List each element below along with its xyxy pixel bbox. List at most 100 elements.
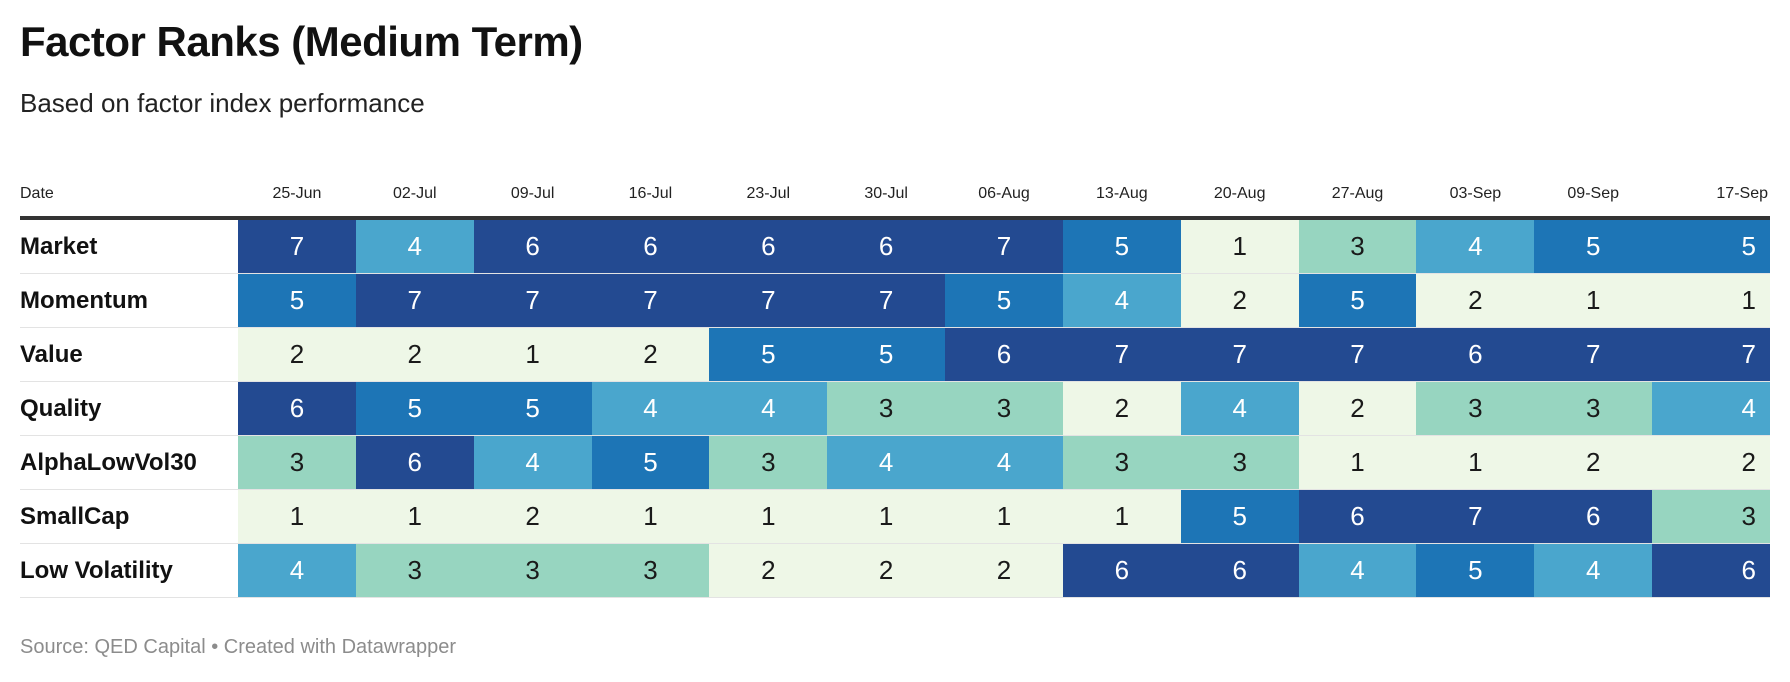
rank-cell: 5 — [945, 273, 1063, 328]
date-column-header: Date — [20, 172, 238, 220]
column-header: 17-Sep — [1652, 172, 1770, 220]
rank-cell: 5 — [1416, 543, 1535, 598]
rank-cell: 2 — [1652, 435, 1770, 490]
rank-cell: 2 — [355, 327, 474, 382]
rank-cell: 3 — [355, 543, 474, 598]
rank-cell: 5 — [355, 381, 474, 436]
rank-cell: 7 — [827, 273, 946, 328]
rank-cell: 3 — [1416, 381, 1535, 436]
rank-cell: 5 — [1652, 218, 1770, 274]
rank-cell: 2 — [1180, 273, 1299, 328]
rank-cell: 6 — [1534, 489, 1653, 544]
factor-row: Momentum 5 7 7 7 7 7 5 4 2 5 2 1 1 — [20, 273, 1770, 328]
rank-cell: 1 — [1534, 273, 1653, 328]
rank-cell: 5 — [709, 327, 828, 382]
rank-cell: 3 — [709, 435, 828, 490]
rank-cell: 4 — [827, 435, 946, 490]
row-label: Value — [20, 327, 238, 382]
rank-cell: 4 — [591, 381, 710, 436]
rank-cell: 6 — [945, 327, 1063, 382]
rank-cell: 7 — [473, 273, 592, 328]
rank-cell: 4 — [1180, 381, 1299, 436]
column-header: 13-Aug — [1062, 172, 1181, 220]
rank-cell: 6 — [1062, 543, 1181, 598]
row-label: Low Volatility — [20, 543, 238, 598]
rank-cell: 1 — [591, 489, 710, 544]
rank-cell: 7 — [591, 273, 710, 328]
chart-title: Factor Ranks (Medium Term) — [20, 18, 583, 65]
column-header: 06-Aug — [945, 172, 1063, 220]
rank-cell: 5 — [827, 327, 946, 382]
column-header: 02-Jul — [355, 172, 474, 220]
rank-cell: 2 — [1416, 273, 1535, 328]
column-header: 23-Jul — [709, 172, 828, 220]
rank-cell: 6 — [1180, 543, 1299, 598]
column-header: 16-Jul — [591, 172, 710, 220]
rank-cell: 2 — [1534, 435, 1653, 490]
rank-cell: 2 — [591, 327, 710, 382]
rank-cell: 4 — [1062, 273, 1181, 328]
rank-cell: 5 — [238, 273, 356, 328]
rank-cell: 4 — [1416, 218, 1535, 274]
rank-cell: 1 — [1180, 218, 1299, 274]
rank-cell: 6 — [473, 218, 592, 274]
column-header: 30-Jul — [827, 172, 946, 220]
rank-cell: 7 — [1416, 489, 1535, 544]
factor-row: Low Volatility 4 3 3 3 2 2 2 6 6 4 5 4 6 — [20, 543, 1770, 598]
rank-cell: 4 — [945, 435, 1063, 490]
column-header: 09-Sep — [1534, 172, 1653, 220]
rank-cell: 6 — [238, 381, 356, 436]
row-label: AlphaLowVol30 — [20, 435, 238, 490]
rank-cell: 7 — [1298, 327, 1417, 382]
rank-cell: 2 — [709, 543, 828, 598]
rank-cell: 7 — [238, 218, 356, 274]
rank-cell: 4 — [473, 435, 592, 490]
rank-cell: 3 — [1180, 435, 1299, 490]
rank-cell: 4 — [1534, 543, 1653, 598]
rank-cell: 6 — [827, 218, 946, 274]
rank-cell: 2 — [1062, 381, 1181, 436]
column-header: 03-Sep — [1416, 172, 1535, 220]
rank-cell: 1 — [1298, 435, 1417, 490]
rank-cell: 1 — [473, 327, 592, 382]
chart-subtitle: Based on factor index performance — [20, 88, 425, 118]
column-header: 09-Jul — [473, 172, 592, 220]
rank-cell: 7 — [945, 218, 1063, 274]
rank-cell: 2 — [238, 327, 356, 382]
row-label: Market — [20, 218, 238, 274]
rank-cell: 3 — [1652, 489, 1770, 544]
rank-cell: 6 — [1298, 489, 1417, 544]
row-label: SmallCap — [20, 489, 238, 544]
rank-cell: 7 — [1534, 327, 1653, 382]
factor-row: Market 7 4 6 6 6 6 7 5 1 3 4 5 5 — [20, 218, 1770, 274]
rank-cell: 1 — [1652, 273, 1770, 328]
rank-cell: 6 — [591, 218, 710, 274]
rank-cell: 6 — [355, 435, 474, 490]
rank-cell: 2 — [1298, 381, 1417, 436]
column-header: 20-Aug — [1180, 172, 1299, 220]
rank-cell: 2 — [473, 489, 592, 544]
rank-cell: 1 — [355, 489, 474, 544]
rank-cell: 1 — [238, 489, 356, 544]
rank-cell: 7 — [709, 273, 828, 328]
rank-cell: 4 — [238, 543, 356, 598]
rank-cell: 7 — [1180, 327, 1299, 382]
row-label: Quality — [20, 381, 238, 436]
rank-cell: 7 — [355, 273, 474, 328]
rank-cell: 4 — [709, 381, 828, 436]
rank-cell: 3 — [827, 381, 946, 436]
rank-cell: 5 — [1298, 273, 1417, 328]
rank-cell: 6 — [1652, 543, 1770, 598]
rank-cell: 3 — [473, 543, 592, 598]
rank-cell: 1 — [1062, 489, 1181, 544]
rank-cell: 6 — [1416, 327, 1535, 382]
heatmap-body: Market 7 4 6 6 6 6 7 5 1 3 4 5 5 Momentum 5 7 7 7 7 7 5 4 2 5 2 1 1… — [20, 218, 1770, 598]
rank-cell: 4 — [1652, 381, 1770, 436]
factor-row: SmallCap 1 1 2 1 1 1 1 1 5 6 7 6 3 — [20, 489, 1770, 544]
header-row: Date 25-Jun 02-Jul 09-Jul 16-Jul 23-Jul 30-Ju… — [20, 172, 1770, 220]
rank-cell: 1 — [1416, 435, 1535, 490]
rank-cell: 3 — [591, 543, 710, 598]
rank-cell: 3 — [1534, 381, 1653, 436]
rank-cell: 5 — [591, 435, 710, 490]
rank-cell: 5 — [1534, 218, 1653, 274]
